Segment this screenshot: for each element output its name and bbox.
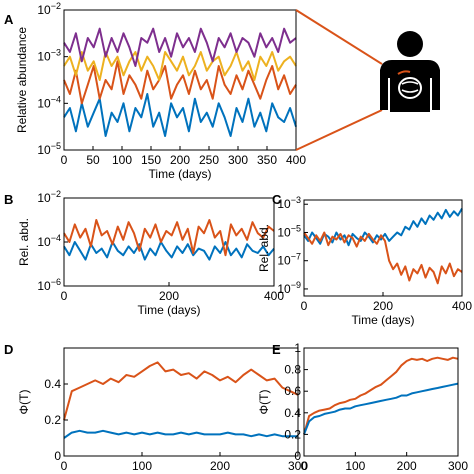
y-tick-label: 10−4 [37, 233, 61, 249]
x-tick-label: 100 [132, 459, 152, 473]
panel-letter-d: D [4, 342, 13, 357]
x-tick-label: 0 [301, 299, 308, 313]
y-tick-label: 10−3 [277, 195, 301, 211]
x-tick-label: 200 [373, 299, 393, 313]
x-tick-label: 100 [345, 459, 365, 473]
x-tick-label: 0 [301, 459, 308, 473]
x-tick-label: 0 [61, 289, 68, 303]
y-tick-label: 1 [294, 341, 301, 355]
y-tick-label: 0.2 [284, 427, 301, 441]
y-axis-title: Φ(T) [257, 390, 271, 415]
x-tick-label: 50 [86, 153, 100, 167]
x-tick-label: 200 [397, 459, 417, 473]
x-tick-label: 400 [286, 153, 306, 167]
series-line-a-2 [63, 51, 297, 81]
y-axis-title: Rel. abd. [17, 218, 31, 266]
x-tick-label: 0 [61, 153, 68, 167]
y-tick-label: 10−5 [37, 141, 61, 157]
panel-letter-b: B [4, 192, 13, 207]
y-tick-label: 0.4 [44, 377, 61, 391]
y-tick-label: 0.8 [284, 363, 301, 377]
y-tick-label: 0.4 [284, 406, 301, 420]
panel-b: B 0 200 400 10−6 10−4 10−2 Time (days) Rel. abd. [4, 189, 284, 317]
series-line-d-0 [63, 361, 299, 421]
x-axis-title: Time (days) [352, 313, 415, 327]
y-tick-label: 10−9 [277, 280, 301, 296]
plot-frame [63, 197, 275, 287]
human-gut-silhouette-icon [380, 31, 440, 112]
panel-letter-a: A [4, 12, 14, 27]
y-tick-label: 0 [54, 449, 61, 463]
plot-frame [303, 347, 459, 457]
series-line-c-1 [303, 231, 463, 285]
x-tick-label: 300 [228, 153, 248, 167]
series-line-a-1 [63, 60, 297, 105]
y-tick-label: 10−2 [37, 189, 61, 205]
x-tick-label: 150 [141, 153, 161, 167]
x-tick-label: 300 [448, 459, 468, 473]
x-tick-label: 100 [112, 153, 132, 167]
x-tick-label: 200 [210, 459, 230, 473]
x-tick-label: 400 [264, 289, 284, 303]
panel-a: A 0 50 100 150 200 250 300 350 400 10−5 10−4 10−3 10−… [4, 1, 306, 181]
y-tick-label: 10−2 [37, 1, 61, 17]
y-axis-title: Φ(T) [17, 390, 31, 415]
series-line-d-1 [63, 429, 298, 439]
y-tick-label: 10−3 [37, 48, 61, 64]
plot-frame [63, 347, 299, 457]
x-axis-title: Time (days) [149, 167, 212, 181]
body-illustration [295, 9, 440, 151]
y-tick-label: 10−5 [277, 223, 301, 239]
y-tick-label: 0.2 [44, 413, 61, 427]
connector-line-bottom [295, 109, 383, 151]
y-tick-label: 10−7 [277, 252, 301, 268]
y-tick-label: 0.6 [284, 384, 301, 398]
x-tick-label: 200 [159, 289, 179, 303]
x-tick-label: 250 [199, 153, 219, 167]
x-tick-label: 350 [257, 153, 277, 167]
x-axis-title: Time (days) [138, 303, 201, 317]
x-tick-label: 300 [288, 459, 308, 473]
series-line-a-0 [63, 93, 297, 137]
y-tick-label: 10−4 [37, 94, 61, 110]
y-axis-title: Rel. abd. [257, 224, 271, 272]
y-tick-label: 10−6 [37, 277, 61, 293]
x-tick-label: 400 [452, 299, 472, 313]
series-line-e-1 [303, 382, 459, 435]
x-tick-label: 0 [61, 459, 68, 473]
y-axis-title: Relative abundance [15, 27, 29, 133]
series-line-b-0 [63, 241, 275, 261]
connector-line-top [295, 9, 383, 65]
series-line-e-0 [303, 356, 459, 435]
panel-letter-c: C [272, 192, 282, 207]
y-tick-label: 0 [294, 449, 301, 463]
series-line-a-3 [63, 27, 297, 67]
panel-letter-e: E [272, 342, 281, 357]
series-line-b-1 [63, 219, 275, 257]
x-tick-label: 200 [170, 153, 190, 167]
